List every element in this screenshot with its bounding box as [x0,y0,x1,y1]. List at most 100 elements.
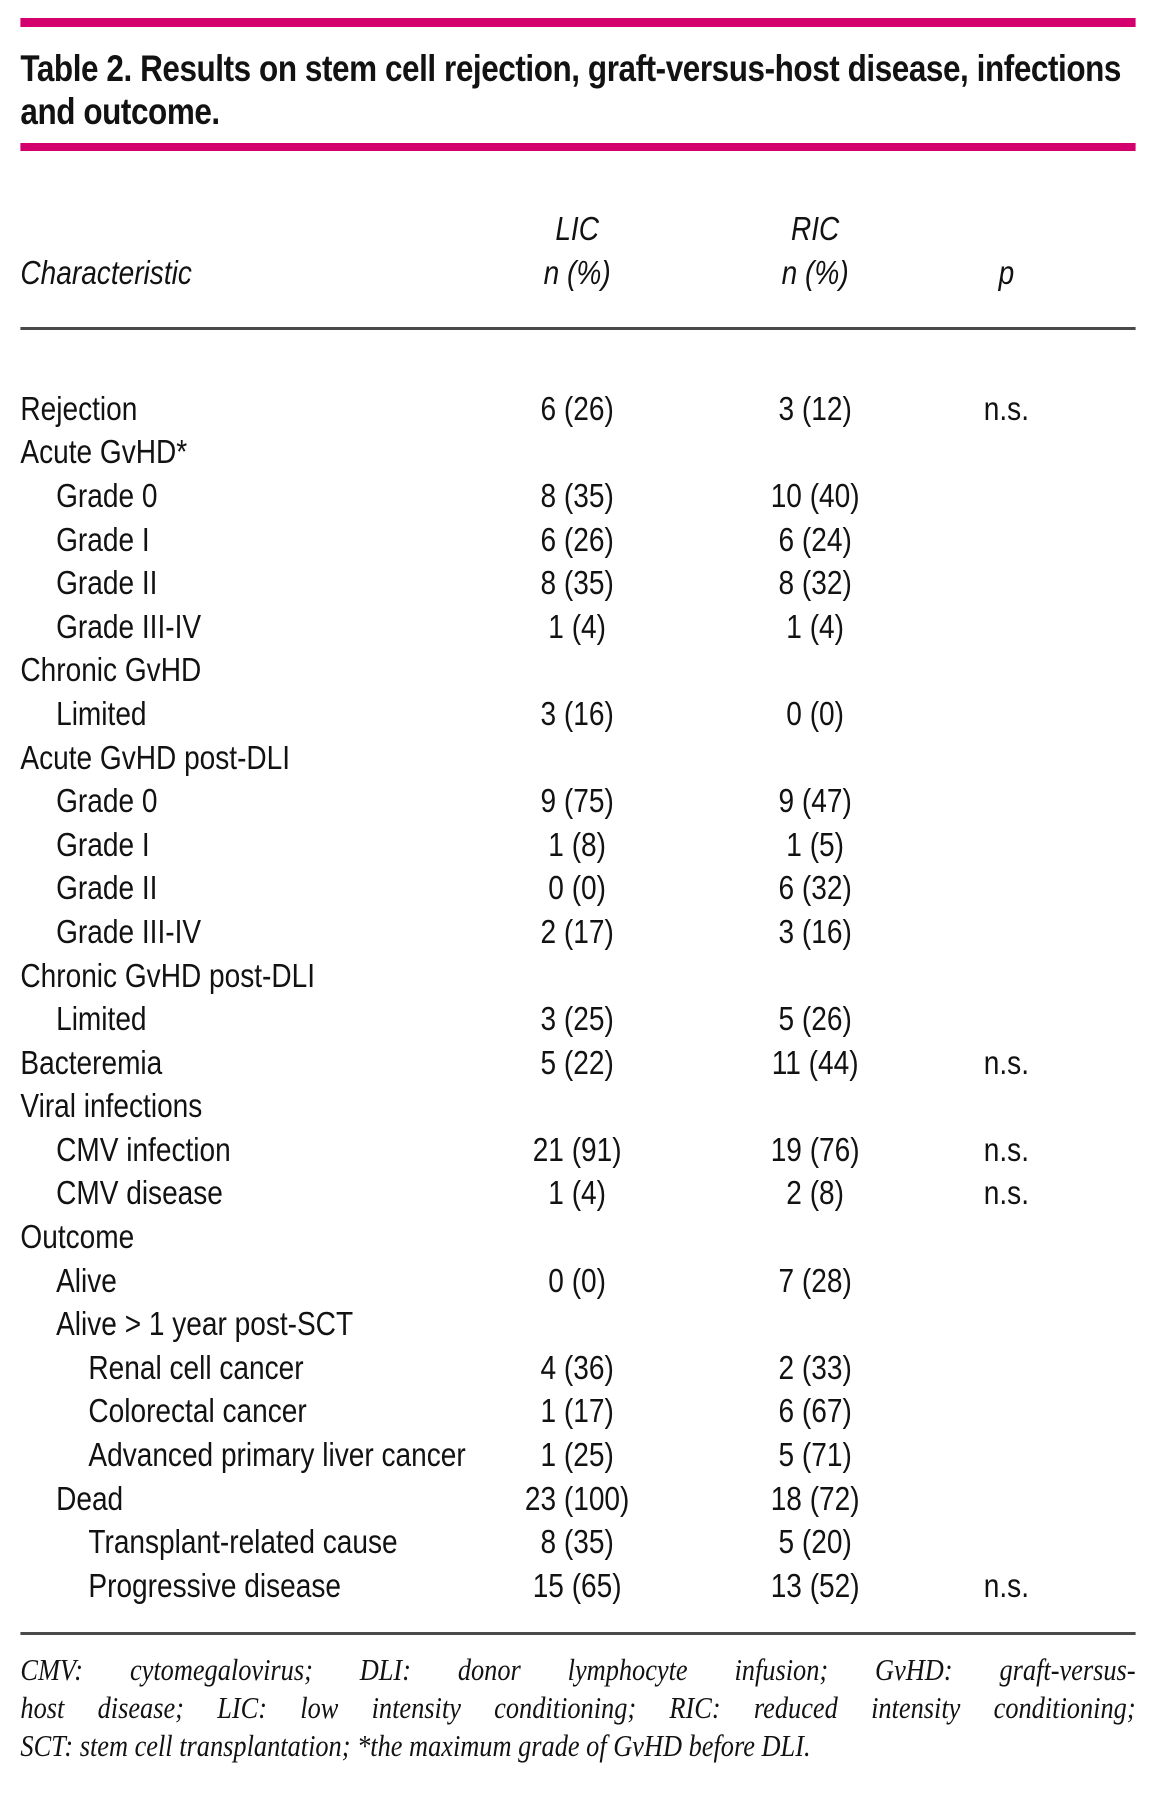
row-label: Transplant-related cause [88,1523,398,1561]
row-label: Grade II [56,564,158,602]
lic-value: 2 (17) [540,912,614,950]
header-row-subheads: Characteristic n (%) n (%) p [20,251,1135,295]
row-label: Colorectal cancer [88,1392,307,1430]
col-subheader-lic-n-pct: n (%) [543,254,611,291]
footnote-line: CMV: cytomegalovirus; DLI: donor lymphoc… [20,1651,1136,1687]
ric-value: 1 (4) [786,607,844,645]
table-row: Grade III-IV 1 (4) 1 (4) [20,605,1135,649]
ric-value: 18 (72) [770,1479,860,1517]
row-label: Viral infections [20,1087,203,1125]
table-header: LIC RIC Characteristic n (%) n (%) p [20,207,1135,295]
table-row: Alive > 1 year post-SCT [20,1302,1135,1346]
top-accent-rule [20,18,1136,27]
title-bottom-accent-rule [20,143,1136,151]
row-label: Grade III-IV [56,607,202,645]
col-header-ric: RIC [790,210,840,247]
table-row: Grade I 6 (26) 6 (24) [20,518,1135,562]
table-row: Renal cell cancer 4 (36) 2 (33) [20,1346,1135,1390]
footnote-line: SCT: stem cell transplantation; *the max… [20,1727,811,1763]
table-row: Grade I 1 (8) 1 (5) [20,823,1135,867]
row-label: CMV disease [56,1174,223,1212]
table-row: Grade 0 8 (35) 10 (40) [20,474,1135,518]
ric-value: 1 (5) [786,825,844,863]
row-label: Renal cell cancer [88,1348,304,1386]
lic-value: 3 (16) [540,694,614,732]
lic-value: 0 (0) [548,1261,606,1299]
table-row: Outcome [20,1215,1135,1259]
col-subheader-ric-n-pct: n (%) [781,254,849,291]
table-row: Colorectal cancer 1 (17) 6 (67) [20,1390,1135,1434]
ric-value: 5 (71) [778,1436,852,1474]
ric-value: 2 (8) [786,1174,844,1212]
row-label: Grade I [56,825,150,863]
lic-value: 9 (75) [540,782,614,820]
col-header-characteristic: Characteristic [20,254,192,291]
table-row: CMV infection 21 (91) 19 (76) n.s. [20,1128,1135,1172]
table-row: Grade 0 9 (75) 9 (47) [20,779,1135,823]
table-row: Acute GvHD* [20,431,1135,475]
row-label: Alive > 1 year post-SCT [56,1305,354,1343]
lic-value: 15 (65) [532,1566,622,1604]
table-title: Table 2. Results on stem cell rejection,… [20,48,1121,132]
table-row: Alive 0 (0) 7 (28) [20,1259,1135,1303]
p-value: n.s. [983,389,1030,427]
p-value: n.s. [983,1566,1030,1604]
ric-value: 9 (47) [778,782,852,820]
lic-value: 1 (8) [548,825,606,863]
row-label: Limited [56,694,147,732]
ric-value: 6 (32) [778,869,852,907]
ric-value: 5 (20) [778,1523,852,1561]
ric-value: 19 (76) [770,1130,860,1168]
table-row: Grade II 0 (0) 6 (32) [20,867,1135,911]
lic-value: 4 (36) [540,1348,614,1386]
lic-value: 0 (0) [548,869,606,907]
ric-value: 3 (16) [778,912,852,950]
lic-value: 8 (35) [540,1523,614,1561]
lic-value: 1 (17) [540,1392,614,1430]
row-label: Grade I [56,520,150,558]
row-label: Chronic GvHD [20,651,202,689]
row-label: Chronic GvHD post-DLI [20,956,316,994]
row-label: Dead [56,1479,124,1517]
table-figure: Table 2. Results on stem cell rejection,… [0,18,1156,1765]
footnote-line: host disease; LIC: low intensity conditi… [20,1689,1136,1725]
table-footnote: CMV: cytomegalovirus; DLI: donor lymphoc… [20,1651,1135,1765]
lic-value: 6 (26) [540,520,614,558]
lic-value: 3 (25) [540,1000,614,1038]
lic-value: 1 (4) [548,1174,606,1212]
ric-value: 0 (0) [786,694,844,732]
lic-value: 8 (35) [540,564,614,602]
ric-value: 2 (33) [778,1348,852,1386]
ric-value: 3 (12) [778,389,852,427]
table-row: CMV disease 1 (4) 2 (8) n.s. [20,1172,1135,1216]
ric-value: 7 (28) [778,1261,852,1299]
lic-value: 6 (26) [540,389,614,427]
row-label: Outcome [20,1218,135,1256]
row-label: Grade II [56,869,158,907]
row-label: Grade III-IV [56,912,202,950]
row-label: Grade 0 [56,476,158,514]
ric-value: 6 (24) [778,520,852,558]
p-value: n.s. [983,1043,1030,1081]
footnote-divider-rule [20,1631,1136,1635]
col-header-lic: LIC [555,210,599,247]
table-row: Grade II 8 (35) 8 (32) [20,561,1135,605]
table-row: Acute GvHD post-DLI [20,736,1135,780]
row-label: Bacteremia [20,1043,163,1081]
row-label: Limited [56,1000,147,1038]
p-value: n.s. [983,1130,1030,1168]
row-label: Alive [56,1261,117,1299]
header-divider-rule [20,327,1136,330]
header-row-group-names: LIC RIC [20,207,1135,251]
table-body: Rejection 6 (26) 3 (12) n.s. Acute GvHD* Grad… [20,387,1135,1608]
ric-value: 5 (26) [778,1000,852,1038]
lic-value: 21 (91) [532,1130,622,1168]
ric-value: 10 (40) [770,476,860,514]
ric-value: 6 (67) [778,1392,852,1430]
table-row: Rejection 6 (26) 3 (12) n.s. [20,387,1135,431]
row-label: Acute GvHD post-DLI [20,738,291,776]
row-label: Acute GvHD* [20,433,188,471]
table-row: Transplant-related cause 8 (35) 5 (20) [20,1520,1135,1564]
table-row: Dead 23 (100) 18 (72) [20,1477,1135,1521]
row-label: Advanced primary liver cancer [88,1436,466,1474]
